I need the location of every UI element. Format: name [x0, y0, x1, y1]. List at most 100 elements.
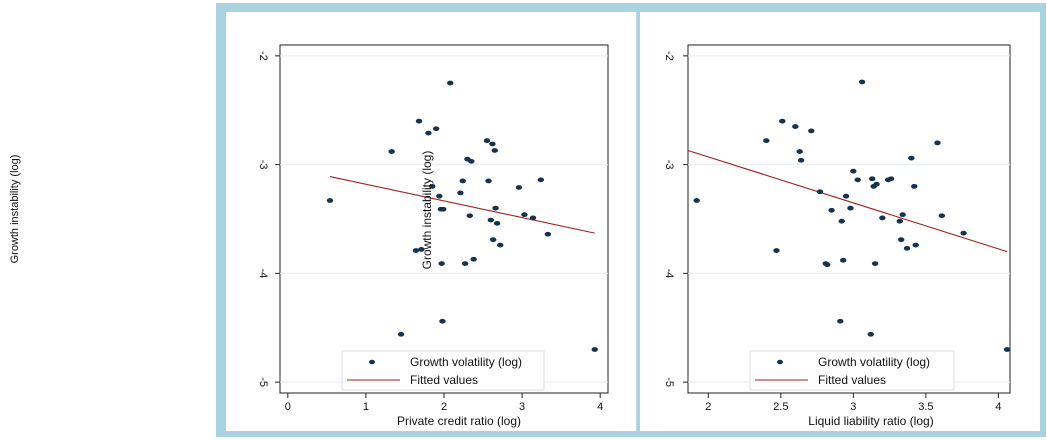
x-tick-label: 4	[995, 401, 1001, 413]
data-point	[492, 205, 499, 211]
data-point	[808, 128, 815, 134]
data-point	[912, 242, 919, 248]
x-tick-label: 2.5	[773, 401, 788, 413]
data-point	[397, 331, 405, 337]
y-tick-label: -2	[257, 51, 269, 61]
x-axis-label: Private credit ratio (log)	[397, 414, 521, 428]
data-point	[887, 176, 895, 182]
panel-private-credit: -2 -3 -4 -5 0 1 2 3 4 Private credit ratio (log) G…	[226, 12, 636, 431]
data-point	[837, 318, 844, 324]
data-point	[388, 149, 395, 154]
data-point	[521, 212, 528, 218]
data-point	[439, 318, 446, 324]
data-point	[497, 242, 504, 248]
legend-box	[341, 350, 545, 391]
data-point	[858, 79, 866, 85]
data-point	[447, 80, 454, 86]
data-point	[879, 215, 886, 221]
data-point	[899, 212, 906, 218]
data-point	[763, 138, 770, 144]
data-point	[908, 155, 915, 161]
data-point	[326, 198, 334, 203]
legend-box	[749, 350, 955, 391]
data-point	[873, 181, 880, 187]
data-point	[461, 261, 469, 266]
data-point	[792, 124, 799, 129]
legend-marker-points	[369, 359, 375, 365]
data-point	[911, 183, 918, 189]
data-point	[850, 168, 857, 174]
data-point	[839, 257, 847, 263]
y-tick-label: -4	[663, 268, 675, 278]
data-point	[842, 193, 850, 199]
data-point	[483, 138, 491, 144]
data-point	[869, 176, 876, 182]
y-tick-label: -5	[257, 377, 269, 387]
data-point	[938, 213, 946, 219]
data-point	[544, 231, 552, 237]
x-tick-label: 2	[705, 401, 711, 413]
data-point	[466, 213, 473, 219]
data-point	[425, 130, 432, 136]
data-point	[847, 205, 854, 211]
data-point	[489, 141, 496, 147]
data-point	[779, 118, 786, 124]
data-point	[896, 218, 903, 224]
data-point	[487, 217, 495, 223]
data-point	[693, 198, 700, 203]
data-point	[493, 220, 501, 226]
data-point	[529, 215, 537, 221]
legend-label-points: Growth volatility (log)	[818, 355, 930, 369]
y-tick-label: -5	[663, 377, 675, 387]
outer-y-axis-label: Growth instability (log)	[9, 155, 21, 264]
data-point	[429, 183, 436, 189]
data-point	[415, 118, 423, 124]
data-point	[898, 237, 905, 243]
x-tick-label: 1	[363, 401, 369, 413]
data-point	[838, 218, 845, 224]
x-axis-label: Liquid liability ratio (log)	[808, 414, 933, 428]
data-point	[459, 178, 466, 184]
data-point	[418, 247, 425, 252]
y-tick-label: -2	[663, 51, 675, 61]
data-point	[934, 140, 941, 146]
data-point	[871, 261, 879, 266]
data-point	[816, 189, 824, 195]
data-point	[485, 178, 492, 184]
x-tick-label: 3.5	[918, 401, 933, 413]
x-tick-label: 4	[597, 401, 603, 413]
data-point	[438, 261, 445, 266]
data-point	[828, 207, 835, 213]
panel-liquid-liability: -2 -3 -4 -5 2 2.5 3 3.5 4 Liquid liability ratio …	[640, 12, 1040, 431]
y-tick-label: -4	[257, 268, 269, 278]
data-point	[854, 177, 861, 183]
fitted-values-line	[329, 176, 595, 234]
y-tick-label: -3	[257, 160, 269, 170]
data-point	[490, 237, 497, 243]
y-tick-label: -3	[663, 160, 675, 170]
x-tick-label: 0	[285, 401, 291, 413]
legend-label-points: Growth volatility (log)	[410, 355, 522, 369]
data-point	[903, 245, 911, 251]
overlay-y-axis-label: Growth instability (log)	[420, 151, 434, 270]
data-point	[468, 158, 475, 164]
legend-label-fitted: Fitted values	[410, 373, 478, 387]
data-point	[537, 177, 545, 183]
data-point	[773, 248, 780, 253]
data-point	[796, 149, 803, 154]
data-point	[432, 126, 440, 132]
data-point	[491, 148, 498, 153]
data-point	[867, 331, 874, 337]
data-point	[470, 256, 477, 262]
data-point	[440, 206, 447, 212]
data-point	[436, 193, 443, 199]
data-point	[960, 230, 967, 236]
data-point	[797, 157, 805, 163]
data-point	[457, 190, 464, 196]
data-point	[1003, 347, 1011, 352]
data-point	[412, 248, 420, 253]
data-point	[515, 185, 523, 190]
data-point	[591, 347, 598, 352]
plot-area-frame	[687, 44, 1011, 394]
